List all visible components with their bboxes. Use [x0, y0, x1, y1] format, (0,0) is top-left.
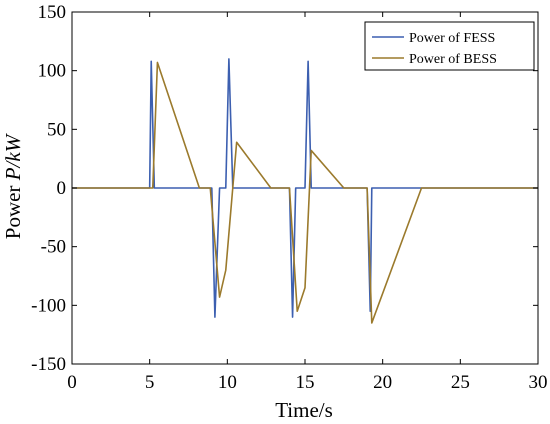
- y-tick-label: -150: [31, 354, 66, 375]
- y-axis-label: Power P/kW: [1, 132, 25, 239]
- x-tick-labels: 0 5 10 15 20 25 30: [67, 372, 547, 393]
- series-layer: [72, 58, 538, 324]
- y-axis-label-variable: P/kW: [1, 132, 25, 181]
- x-tick-label: 25: [451, 372, 470, 393]
- x-tick-label: 20: [373, 372, 392, 393]
- x-tick-label: 10: [218, 372, 237, 393]
- series-line-bess: [72, 61, 538, 324]
- y-axis-label-prefix: Power: [1, 180, 25, 239]
- legend-box: [364, 21, 535, 71]
- x-tick-label: 30: [529, 372, 548, 393]
- y-tick-label: 0: [57, 178, 67, 199]
- y-tick-label: 150: [38, 2, 67, 23]
- y-tick-label: 100: [38, 61, 67, 82]
- axes-layer: [71, 11, 539, 365]
- legend-entry-fess: Power of FESS: [409, 31, 495, 46]
- x-tick-label: 5: [145, 372, 155, 393]
- y-tick-labels: -150 -100 -50 0 50 100 150: [31, 2, 66, 375]
- legend: Power of FESS Power of BESS: [364, 21, 535, 71]
- x-tick-label: 15: [296, 372, 315, 393]
- y-tick-label: -100: [31, 295, 66, 316]
- y-tick-label: 50: [47, 119, 66, 140]
- legend-entry-bess: Power of BESS: [409, 52, 497, 67]
- x-tick-label: 0: [67, 372, 77, 393]
- x-axis-label: Time/s: [275, 398, 333, 422]
- y-tick-label: -50: [41, 237, 66, 258]
